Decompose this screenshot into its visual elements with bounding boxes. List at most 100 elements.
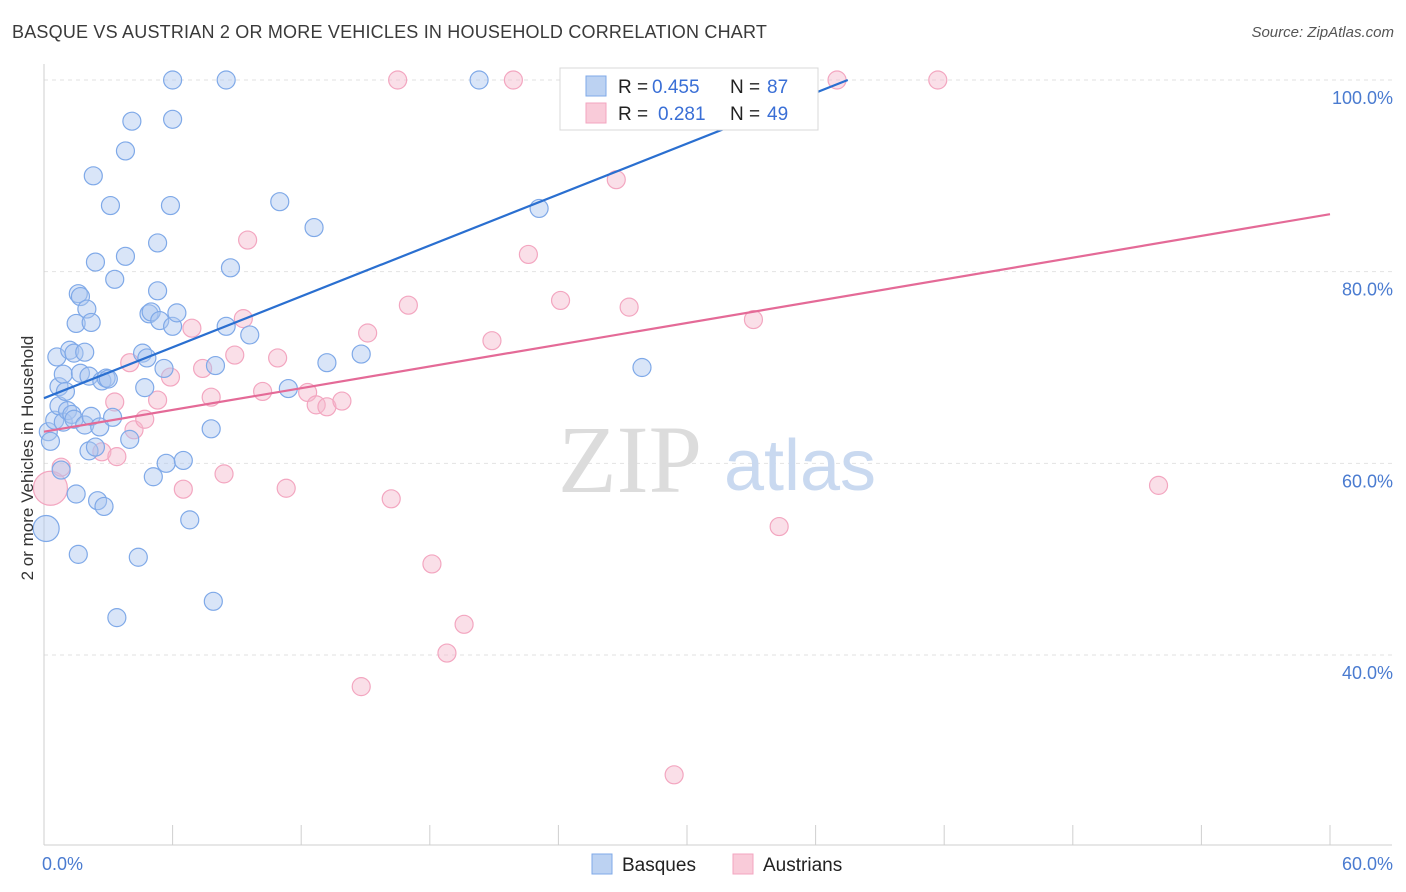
watermark-atlas: atlas: [724, 426, 876, 506]
basques-point-2: [40, 431, 61, 451]
legend-r-basques: 0.455: [652, 77, 700, 98]
y-axis-label: 2 or more Vehicles in Household: [18, 336, 37, 581]
austrians-point-33: [482, 331, 502, 351]
austrians-point-17: [238, 230, 258, 250]
basques-point-64: [180, 510, 200, 530]
basques-point-35: [94, 496, 114, 517]
basques-point-76: [351, 344, 371, 364]
basques-point-22: [75, 342, 95, 362]
legend-n-label-austrians: N =: [730, 104, 760, 125]
grid-lines: [44, 79, 1392, 656]
basques-point-31: [85, 252, 106, 272]
basques-point-30: [85, 437, 106, 457]
austrians-point-39: [664, 765, 684, 785]
legend-swatch-basques: [585, 75, 607, 97]
y-tick-label-0: 100.0%: [1332, 88, 1393, 108]
austrians-point-15: [225, 345, 245, 365]
basques-point-75: [317, 353, 337, 373]
basques-point-68: [216, 70, 236, 90]
austrians-point-28: [388, 70, 408, 90]
basques-point-74: [304, 217, 324, 238]
austrians-point-0: [32, 470, 69, 506]
basques-trend-line: [43, 78, 849, 400]
austrians-point-34: [503, 70, 523, 90]
chart-title: BASQUE VS AUSTRIAN 2 OR MORE VEHICLES IN…: [12, 22, 768, 42]
basques-point-60: [163, 109, 183, 129]
austrians-point-18: [253, 381, 273, 402]
basques-point-63: [173, 450, 193, 471]
austrians-point-41: [769, 516, 789, 537]
watermark: ZIP atlas: [558, 406, 876, 513]
austrians-point-24: [332, 391, 352, 411]
basques-point-67: [205, 355, 226, 376]
austrians-point-14: [214, 464, 234, 484]
basques-point-39: [102, 407, 123, 427]
austrians-trend-line: [43, 213, 1331, 433]
axes: [43, 64, 1392, 846]
austrians-point-29: [398, 295, 418, 315]
bottom-legend-swatch-austrians: [732, 853, 754, 875]
legend-n-label-basques: N =: [730, 77, 760, 98]
basques-point-42: [115, 141, 136, 161]
basques-point-9: [53, 364, 73, 384]
bottom-legend-basques: Basques: [622, 855, 696, 876]
austrians-point-19: [268, 348, 288, 368]
correlation-legend: R = 0.455 N = 87 R = 0.281 N = 49: [559, 67, 819, 131]
basques-point-61: [163, 70, 183, 90]
x-tick-labels: 0.0% 60.0%: [42, 854, 1393, 874]
basques-point-53: [147, 281, 168, 301]
basques-point-65: [201, 419, 221, 439]
basques-point-43: [115, 246, 136, 266]
legend-r-label-austrians: R =: [618, 104, 648, 125]
bottom-legend-swatch-basques: [591, 853, 613, 875]
basques-points: [32, 70, 804, 628]
basques-point-0: [32, 514, 60, 543]
austrians-point-38: [619, 297, 639, 317]
series-legend: Basques Austrians: [591, 853, 842, 876]
austrians-point-26: [358, 323, 378, 343]
basques-point-48: [135, 378, 155, 398]
basques-point-44: [120, 429, 140, 449]
austrians-point-11: [182, 318, 202, 338]
basques-point-18: [68, 284, 88, 304]
austrians-point-4: [107, 447, 127, 467]
basques-point-46: [128, 547, 148, 567]
austrians-point-35: [518, 244, 538, 265]
basques-point-40: [105, 269, 125, 289]
austrians-point-44: [1148, 475, 1169, 495]
austrians-point-8: [147, 390, 168, 410]
legend-n-austrians: 49: [767, 104, 788, 125]
basques-point-70: [220, 258, 241, 278]
basques-point-38: [100, 195, 121, 216]
x-tick-label-1: 60.0%: [1342, 854, 1393, 874]
basques-point-16: [66, 313, 86, 334]
y-tick-label-1: 80.0%: [1342, 280, 1393, 300]
basques-point-57: [156, 453, 176, 473]
basques-point-56: [154, 358, 174, 379]
basques-point-77: [469, 70, 489, 90]
basques-point-28: [81, 312, 101, 333]
austrians-point-25: [351, 677, 371, 697]
x-tick-label-0: 0.0%: [42, 854, 83, 874]
basques-point-41: [107, 608, 127, 628]
trend-lines: [43, 78, 1331, 433]
austrians-point-20: [276, 478, 296, 498]
basques-point-7: [51, 460, 71, 480]
basques-point-58: [160, 195, 181, 216]
basques-point-14: [64, 343, 84, 363]
basques-point-29: [83, 166, 103, 186]
austrians-point-32: [454, 614, 474, 634]
y-tick-label-2: 60.0%: [1342, 471, 1393, 491]
basques-point-66: [203, 591, 223, 611]
austrians-point-3: [105, 392, 125, 412]
basques-point-62: [167, 303, 187, 323]
legend-r-label-basques: R =: [618, 77, 648, 98]
austrians-points: [32, 70, 1169, 785]
legend-swatch-austrians: [585, 102, 607, 124]
austrians-point-23: [317, 397, 337, 417]
watermark-zip: ZIP: [558, 406, 702, 513]
austrians-point-30: [422, 554, 442, 574]
basques-point-52: [143, 467, 163, 487]
y-tick-label-3: 40.0%: [1342, 663, 1393, 683]
